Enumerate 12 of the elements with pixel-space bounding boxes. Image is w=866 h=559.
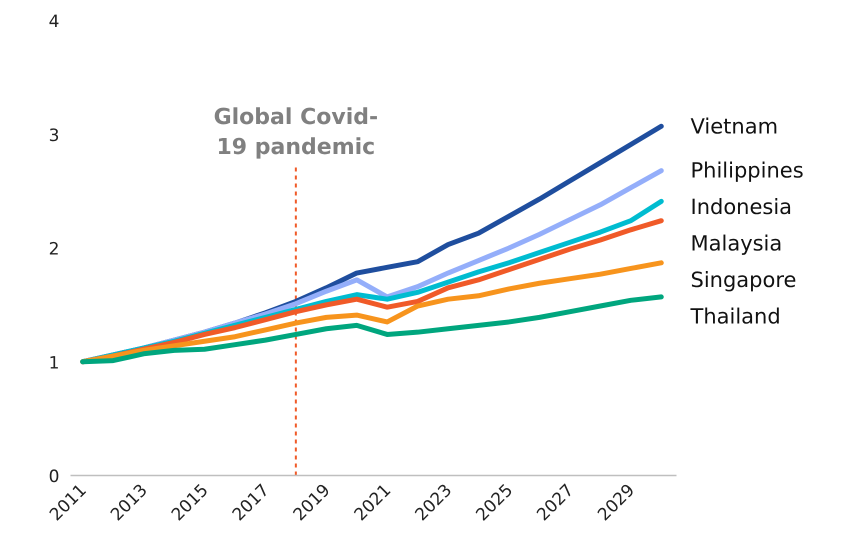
y-tick-label: 3 [48,126,60,146]
y-tick-label: 2 [48,240,60,260]
series-label: Vietnam [690,114,778,138]
y-tick-label: 0 [48,467,60,487]
series-label: Malaysia [690,231,782,256]
y-tick-label: 4 [48,12,60,32]
series-label: Indonesia [690,195,792,220]
ref-line-label: Global Covid- 19 pandemic [214,105,378,160]
y-tick-label: 1 [48,353,60,374]
series-label: Singapore [690,268,796,292]
series-label: Philippines [690,158,804,183]
series-label: Thailand [690,304,781,328]
